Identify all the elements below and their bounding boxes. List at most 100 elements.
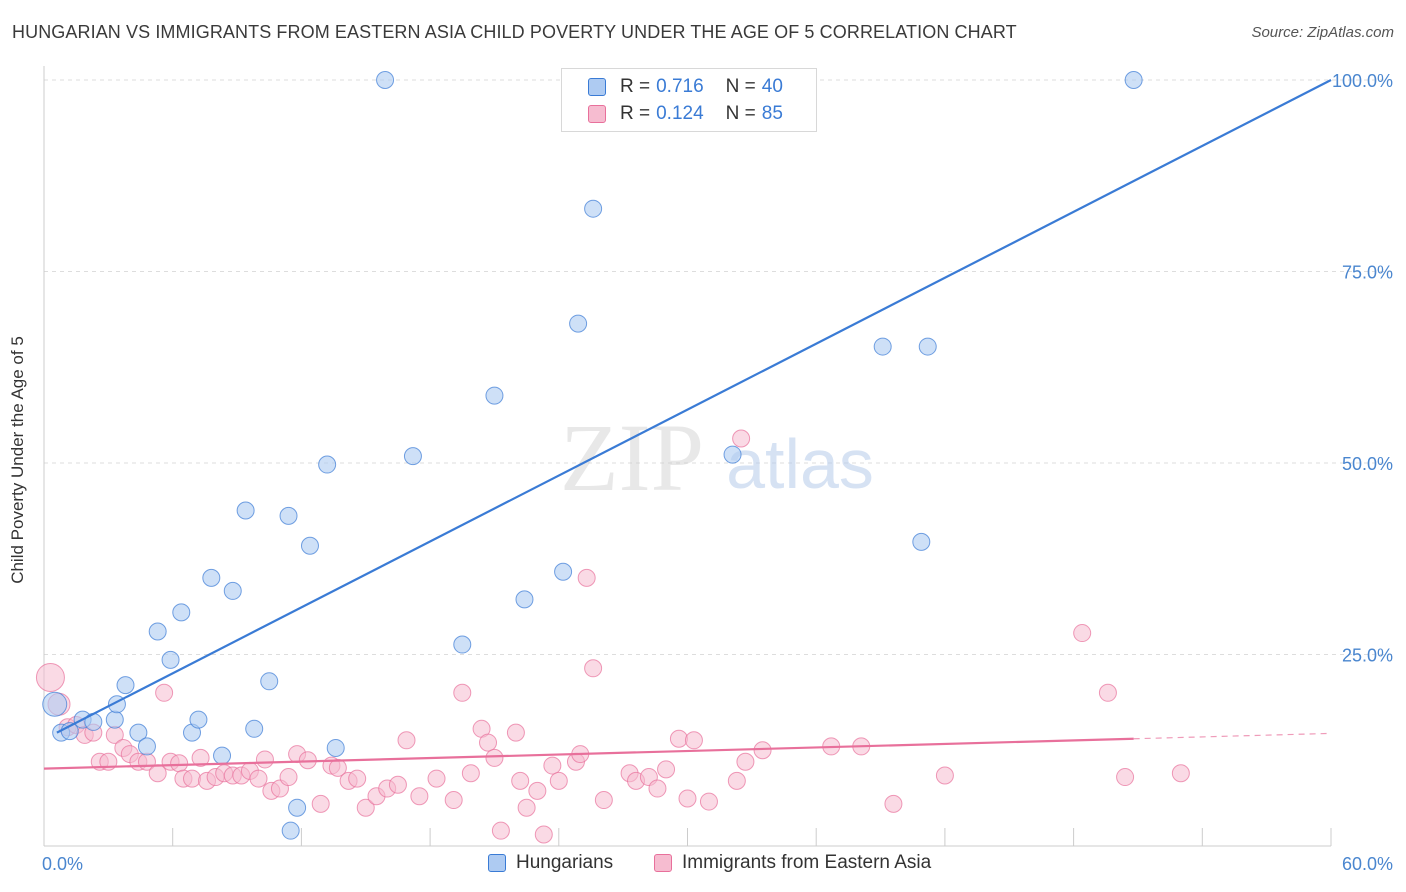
legend-swatch-blue <box>588 78 606 96</box>
data-point-eastern-asia <box>35 662 65 692</box>
data-point-hungarians <box>288 798 307 817</box>
data-point-hungarians <box>873 337 892 356</box>
data-point-eastern-asia <box>491 821 510 840</box>
legend-row-eastern-asia: R = 0.124 N = 85 <box>588 102 783 126</box>
data-point-eastern-asia <box>669 729 688 748</box>
legend-r-value: 0.716 <box>656 76 704 97</box>
data-point-eastern-asia <box>311 794 330 813</box>
legend-swatch-pink <box>588 105 606 123</box>
data-point-eastern-asia <box>1171 764 1190 783</box>
data-point-hungarians <box>172 603 191 622</box>
data-point-hungarians <box>326 738 345 757</box>
data-point-eastern-asia <box>388 775 407 794</box>
y-axis-label: Child Poverty Under the Age of 5 <box>8 336 27 584</box>
data-point-hungarians <box>300 536 319 555</box>
data-point-eastern-asia <box>594 791 613 810</box>
data-point-hungarians <box>105 710 124 729</box>
data-point-eastern-asia <box>648 779 667 798</box>
data-point-eastern-asia <box>427 769 446 788</box>
data-point-eastern-asia <box>528 781 547 800</box>
data-point-eastern-asia <box>485 748 504 767</box>
y-axis-label-wrap: Child Poverty Under the Age of 5 <box>8 336 38 584</box>
data-point-hungarians <box>148 622 167 641</box>
data-point-eastern-asia <box>191 748 210 767</box>
data-point-hungarians <box>453 635 472 654</box>
data-point-hungarians <box>213 746 232 765</box>
legend-item-hungarians[interactable]: Hungarians <box>488 852 613 874</box>
data-point-eastern-asia <box>678 789 697 808</box>
data-point-hungarians <box>189 710 208 729</box>
correlation-legend: R = 0.716 N = 40 R = 0.124 N = 85 <box>561 68 817 132</box>
data-point-eastern-asia <box>753 741 772 760</box>
grid-lines <box>44 79 1394 655</box>
data-point-eastern-asia <box>410 787 429 806</box>
legend-n-label: N = <box>725 76 756 97</box>
data-point-eastern-asia <box>461 764 480 783</box>
tick-labels: 25.0% 50.0% 75.0% 100.0% 0.0% 60.0% <box>42 71 1393 874</box>
data-point-eastern-asia <box>479 733 498 752</box>
data-point-eastern-asia <box>183 769 202 788</box>
data-point-eastern-asia <box>1073 624 1092 643</box>
legend-label-eastern-asia: Immigrants from Eastern Asia <box>682 852 932 873</box>
chart-title: HUNGARIAN VS IMMIGRANTS FROM EASTERN ASI… <box>12 22 1017 42</box>
data-point-hungarians <box>403 447 422 466</box>
data-point-eastern-asia <box>511 771 530 790</box>
legend-swatch-blue <box>488 854 506 872</box>
legend-label-hungarians: Hungarians <box>516 852 614 873</box>
data-point-hungarians <box>1124 71 1143 89</box>
data-point-eastern-asia <box>279 768 298 787</box>
watermark-atlas: atlas <box>726 425 874 503</box>
y-tick-label: 75.0% <box>1342 263 1393 283</box>
data-point-hungarians <box>584 199 603 218</box>
data-point-eastern-asia <box>584 659 603 678</box>
x-tick-label-max: 60.0% <box>1342 854 1393 874</box>
trend-lines <box>43 79 1332 770</box>
data-point-hungarians <box>236 501 255 520</box>
data-point-hungarians <box>515 590 534 609</box>
y-tick-label: 25.0% <box>1342 646 1393 666</box>
data-point-eastern-asia <box>444 791 463 810</box>
data-point-eastern-asia <box>356 798 375 817</box>
legend-r-value: 0.124 <box>656 103 704 124</box>
data-point-eastern-asia <box>328 758 347 777</box>
data-point-eastern-asia <box>577 568 596 587</box>
data-point-eastern-asia <box>170 754 189 773</box>
data-point-hungarians <box>161 650 180 669</box>
data-point-eastern-asia <box>453 683 472 702</box>
data-point-hungarians <box>318 455 337 474</box>
data-point-hungarians <box>912 532 931 551</box>
source-label: Source: ZipAtlas.com <box>1251 24 1394 41</box>
legend-row-hungarians: R = 0.716 N = 40 <box>588 75 783 99</box>
legend-item-eastern-asia[interactable]: Immigrants from Eastern Asia <box>654 852 931 874</box>
data-point-eastern-asia <box>727 771 746 790</box>
axes <box>43 66 1332 847</box>
legend-r-label: R = <box>620 76 651 97</box>
data-point-hungarians <box>376 71 395 89</box>
data-point-hungarians <box>260 672 279 691</box>
watermark: ZIP atlas <box>560 404 874 511</box>
data-point-hungarians <box>554 562 573 581</box>
data-point-eastern-asia <box>736 752 755 771</box>
y-tick-label: 100.0% <box>1332 71 1393 91</box>
data-point-eastern-asia <box>1098 683 1117 702</box>
data-point-hungarians <box>245 719 264 738</box>
data-point-eastern-asia <box>534 825 553 844</box>
legend-n-value: 40 <box>761 76 783 97</box>
trend-line-eastern-asia-extrapolated <box>1133 732 1332 740</box>
data-point-hungarians <box>116 676 135 695</box>
data-point-hungarians <box>723 445 742 464</box>
data-point-eastern-asia <box>397 731 416 750</box>
trend-line-eastern-asia <box>43 737 1134 770</box>
data-point-hungarians <box>129 723 148 742</box>
data-point-hungarians <box>137 737 156 756</box>
data-point-eastern-asia <box>935 766 954 785</box>
data-point-eastern-asia <box>517 798 536 817</box>
data-point-hungarians <box>485 386 504 405</box>
data-point-hungarians <box>569 314 588 333</box>
data-point-eastern-asia <box>549 771 568 790</box>
data-point-eastern-asia <box>348 769 367 788</box>
data-point-hungarians <box>42 691 68 717</box>
legend-n-label: N = <box>725 103 756 124</box>
data-point-eastern-asia <box>699 792 718 811</box>
